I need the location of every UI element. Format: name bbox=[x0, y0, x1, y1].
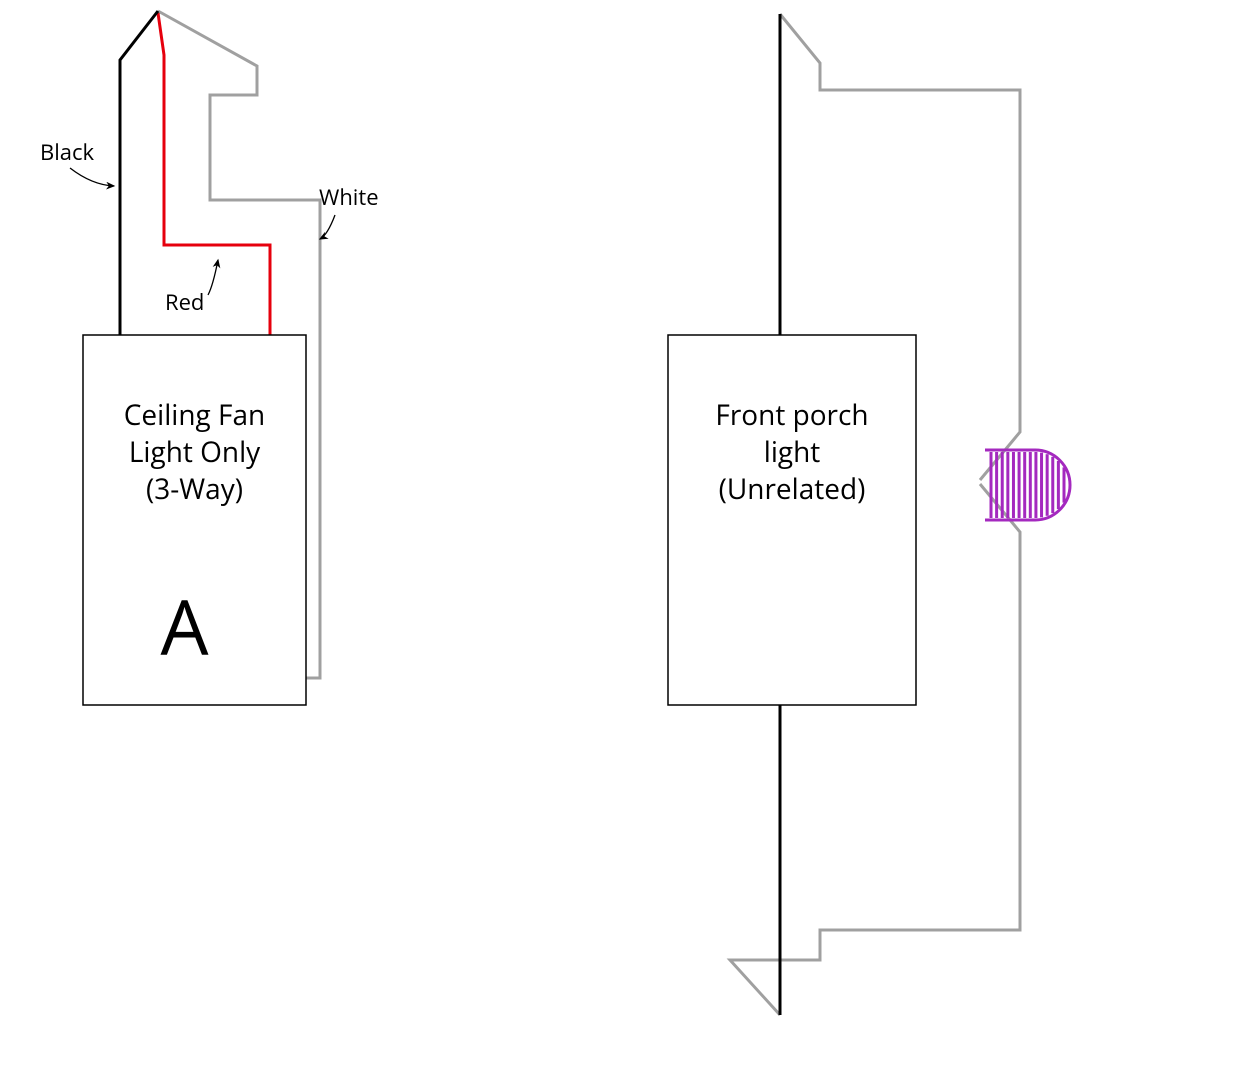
left-box-label-1: Ceiling Fan bbox=[124, 396, 265, 434]
wire-label-red: Red bbox=[165, 287, 204, 317]
right-box-label-2: light bbox=[764, 433, 821, 471]
right-box-label-1: Front porch bbox=[715, 396, 868, 434]
wire-label-red-arrow bbox=[208, 260, 218, 295]
right-switch-box bbox=[668, 335, 916, 705]
wire-label-black-arrow bbox=[70, 168, 114, 186]
right-switch-group: Front porch light (Unrelated) bbox=[668, 14, 1070, 1015]
left-box-label-2: Light Only bbox=[129, 433, 261, 471]
bulb-icon bbox=[985, 450, 1070, 520]
wire-label-white: White bbox=[319, 182, 379, 212]
left-switch-group: Ceiling Fan Light Only (3-Way) A Black W… bbox=[40, 11, 379, 705]
wire-label-black: Black bbox=[40, 137, 95, 167]
right-box-label-3: (Unrelated) bbox=[719, 470, 866, 508]
wire-label-white-arrow bbox=[320, 215, 335, 239]
left-box-label-3: (3-Way) bbox=[146, 470, 243, 508]
left-black-wire bbox=[120, 11, 158, 350]
left-box-big-letter: A bbox=[160, 575, 208, 678]
wiring-diagram: Ceiling Fan Light Only (3-Way) A Black W… bbox=[0, 0, 1259, 1080]
